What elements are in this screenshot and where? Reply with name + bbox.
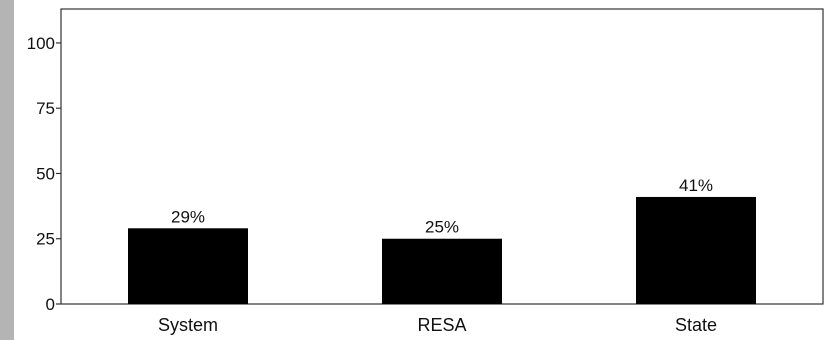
- bar-system: [128, 228, 248, 304]
- bars: [128, 196, 756, 304]
- data-label-resa: 25%: [425, 218, 459, 237]
- data-labels: 29% 25% 41%: [171, 176, 713, 237]
- category-label-system: System: [158, 315, 218, 335]
- data-label-state: 41%: [679, 176, 713, 195]
- y-tick-label-0: 0: [46, 295, 55, 314]
- y-axis-ticks: 0 25 50 75 100: [27, 34, 61, 314]
- y-tick-label-25: 25: [36, 230, 55, 249]
- y-tick-label-50: 50: [36, 164, 55, 183]
- y-tick-label-100: 100: [27, 34, 55, 53]
- data-label-system: 29%: [171, 207, 205, 226]
- category-labels: System RESA State: [158, 315, 717, 335]
- bar-resa: [382, 238, 502, 304]
- y-tick-label-75: 75: [36, 99, 55, 118]
- side-strip: [0, 0, 14, 340]
- category-label-state: State: [675, 315, 717, 335]
- category-label-resa: RESA: [417, 315, 466, 335]
- bar-state: [636, 196, 756, 304]
